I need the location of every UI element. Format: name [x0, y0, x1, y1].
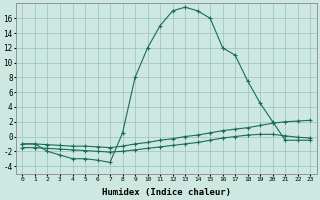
X-axis label: Humidex (Indice chaleur): Humidex (Indice chaleur)	[102, 188, 231, 197]
